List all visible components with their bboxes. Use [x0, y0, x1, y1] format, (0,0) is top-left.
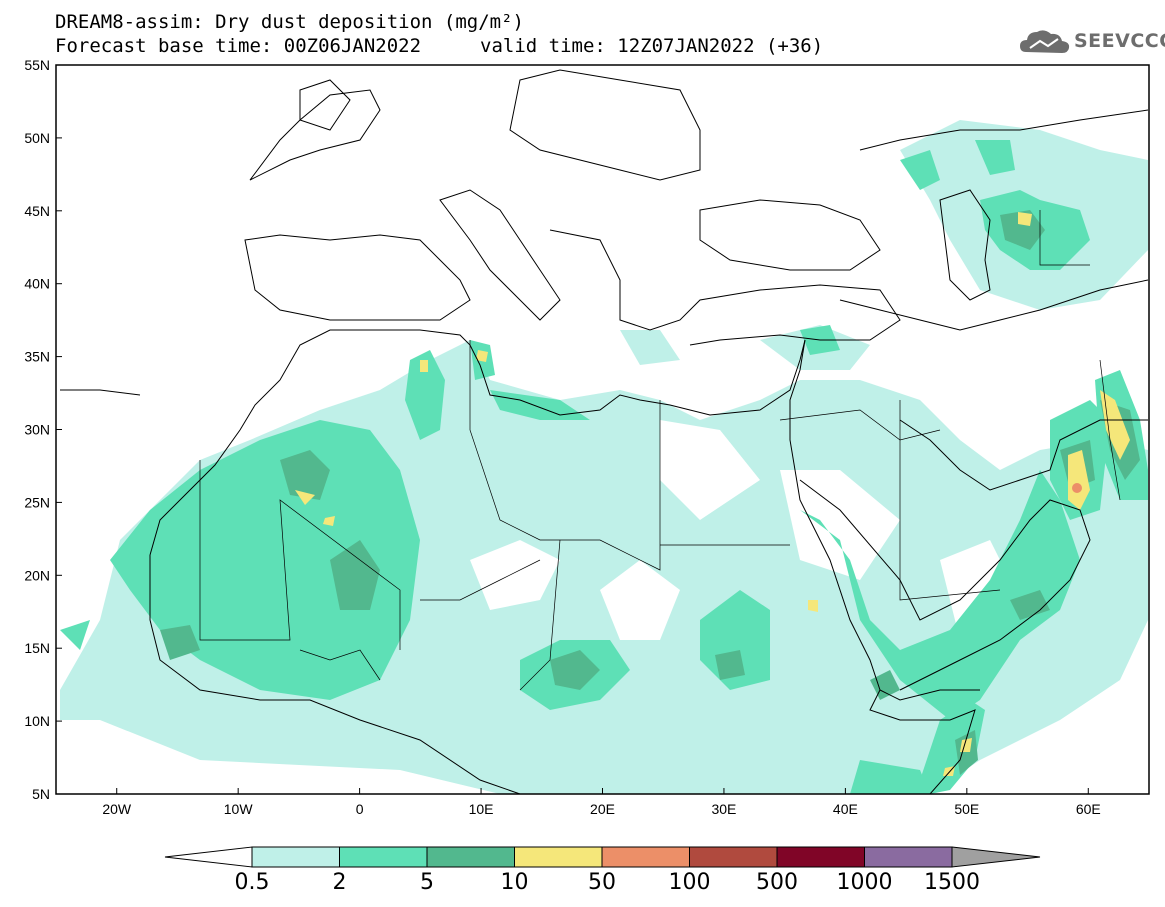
country-borders: [199, 210, 1121, 691]
lon-label: 10W: [224, 801, 254, 817]
valid-time: valid time: 12Z07JAN2022 (+36): [480, 35, 824, 57]
color-legend: [164, 846, 1041, 868]
legend-arrow-high: [951, 846, 1041, 868]
logo-text: SEEVCCC: [1074, 30, 1165, 52]
lon-label: 20W: [102, 801, 132, 817]
legend-label: 0.5: [234, 870, 270, 895]
legend-arrow-low: [164, 846, 253, 868]
lon-label: 40E: [833, 801, 858, 817]
lon-label: 20E: [590, 801, 615, 817]
legend-label: 100: [668, 870, 711, 895]
legend-label: 1000: [836, 870, 893, 895]
lat-label: 50N: [24, 130, 50, 146]
legend-swatch: [426, 846, 515, 868]
legend-swatch: [689, 846, 778, 868]
forecast-base-time: Forecast base time: 00Z06JAN2022: [55, 35, 422, 57]
legend-label: 50: [588, 870, 616, 895]
lat-label: 25N: [24, 494, 50, 510]
legend-swatch: [776, 846, 865, 868]
lat-label: 45N: [24, 203, 50, 219]
lon-label: 0: [356, 801, 364, 817]
lat-label: 15N: [24, 640, 50, 656]
lat-label: 40N: [24, 276, 50, 292]
legend-label: 500: [756, 870, 798, 895]
legend-label: 10: [500, 870, 529, 895]
lon-label: 10E: [469, 801, 494, 817]
dust-layer-10: [295, 212, 1130, 776]
legend-label: 5: [420, 870, 434, 895]
latitude-axis: 55N 50N 45N 40N 35N 30N 25N 20N 15N 10N 5N: [24, 57, 62, 802]
lat-label: 5N: [32, 786, 50, 802]
dust-peak-orange: [1072, 483, 1082, 493]
legend-swatch: [251, 846, 340, 868]
coastlines: [60, 69, 1149, 794]
legend-label: 1500: [924, 870, 980, 895]
lat-label: 10N: [24, 713, 50, 729]
map-title: DREAM8-assim: Dry dust deposition (mg/m²…: [55, 11, 524, 33]
lat-label: 55N: [24, 57, 50, 73]
legend-label: 2: [332, 870, 347, 895]
legend-swatch: [864, 846, 953, 868]
lon-label: 30E: [711, 801, 736, 817]
legend-swatch: [601, 846, 690, 868]
longitude-axis: 20W 10W 0 10E 20E 30E 40E 50E 60E: [102, 788, 1101, 817]
legend-swatch: [514, 846, 603, 868]
lat-label: 30N: [24, 422, 50, 438]
legend-swatch: [339, 846, 428, 868]
lon-label: 50E: [954, 801, 979, 817]
lat-label: 20N: [24, 567, 50, 583]
cloud-icon: [1020, 30, 1070, 53]
lon-label: 60E: [1076, 801, 1101, 817]
lat-label: 35N: [24, 349, 50, 365]
